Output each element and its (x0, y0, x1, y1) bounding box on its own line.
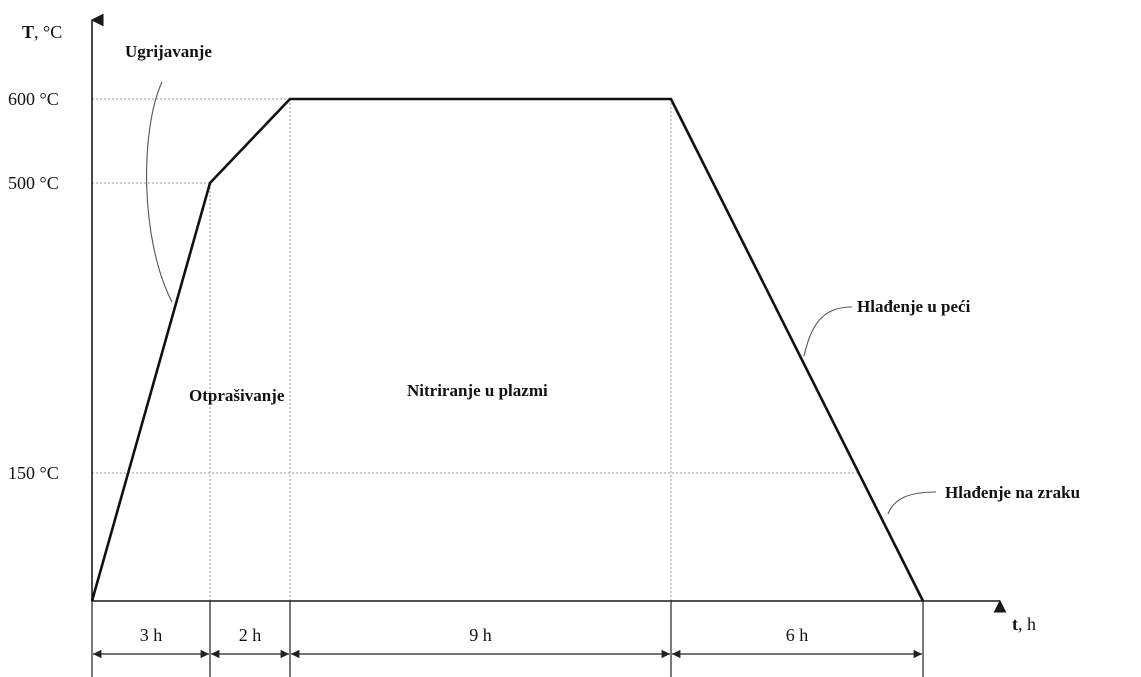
temperature-label-150: 150 °C (8, 463, 59, 483)
stage-sputtering-label: Otprašivanje (189, 386, 285, 405)
y-axis-label: T, °C (22, 22, 62, 42)
guide-lines (92, 98, 860, 601)
stage-heating-label: Ugrijavanje (125, 42, 212, 61)
heating-leader (146, 81, 173, 303)
temperature-label-600: 600 °C (8, 89, 59, 109)
air-cooling-leader (887, 491, 937, 515)
stage-furnace-cooling-label: Hlađenje u peći (857, 297, 971, 316)
temperature-label-500: 500 °C (8, 173, 59, 193)
stage-nitriding-label: Nitriranje u plazmi (407, 381, 548, 400)
furnace-cooling-leader (803, 306, 853, 357)
duration-label-1: 2 h (239, 625, 262, 645)
duration-dimensions: 3 h 2 h 9 h 6 h (91, 601, 924, 677)
temperature-labels: 600 °C 500 °C 150 °C (8, 89, 59, 483)
x-axis-label: t, h (1012, 614, 1036, 634)
stage-air-cooling-label: Hlađenje na zraku (945, 483, 1080, 502)
duration-label-0: 3 h (140, 625, 163, 645)
duration-label-2: 9 h (469, 625, 492, 645)
duration-label-3: 6 h (786, 625, 809, 645)
temperature-profile-line (90, 97, 925, 602)
